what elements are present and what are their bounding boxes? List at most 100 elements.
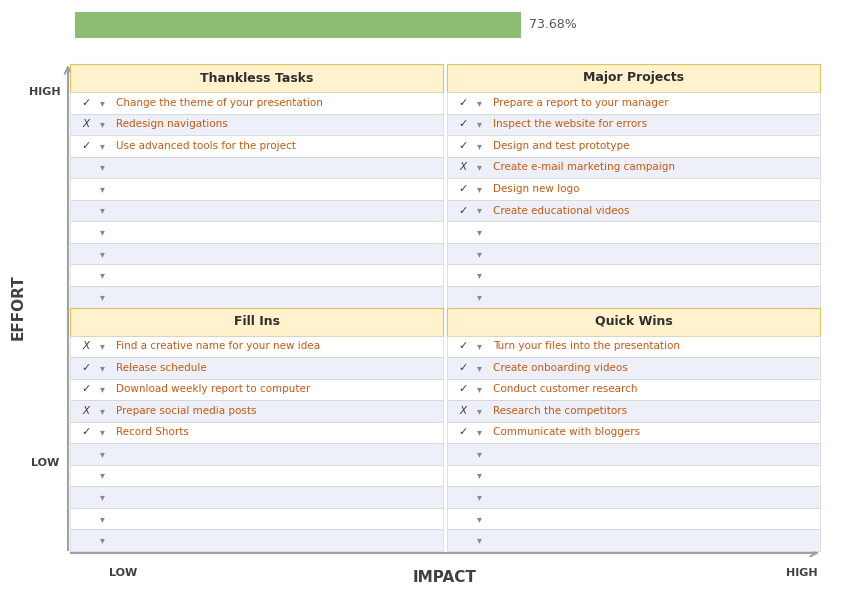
- Text: Create e-mail marketing campaign: Create e-mail marketing campaign: [493, 162, 675, 173]
- Text: ▾: ▾: [100, 227, 104, 237]
- Text: ▾: ▾: [100, 248, 104, 259]
- Bar: [447, 64, 820, 92]
- Text: ✓: ✓: [459, 428, 468, 438]
- Text: ▾: ▾: [476, 184, 481, 194]
- Text: ✓: ✓: [81, 363, 91, 373]
- Text: ✓: ✓: [459, 141, 468, 151]
- Text: ▾: ▾: [100, 428, 104, 438]
- Text: ✓: ✓: [81, 141, 91, 151]
- Bar: [70, 443, 443, 465]
- Text: ▾: ▾: [100, 119, 104, 129]
- Bar: [447, 530, 820, 551]
- Text: ▾: ▾: [100, 384, 104, 394]
- Text: ▾: ▾: [100, 98, 104, 108]
- Bar: [70, 357, 443, 378]
- Text: ▾: ▾: [476, 428, 481, 438]
- Bar: [70, 336, 443, 357]
- Bar: [447, 308, 820, 336]
- Bar: [70, 378, 443, 400]
- Text: Research the competitors: Research the competitors: [493, 406, 627, 416]
- Text: ▾: ▾: [476, 514, 481, 524]
- Text: ▾: ▾: [100, 162, 104, 173]
- Bar: [447, 221, 820, 243]
- Bar: [447, 486, 820, 508]
- Text: ▾: ▾: [476, 363, 481, 373]
- Text: X: X: [459, 406, 466, 416]
- Text: X: X: [82, 406, 90, 416]
- Text: ▾: ▾: [476, 292, 481, 302]
- Text: ▾: ▾: [100, 292, 104, 302]
- Text: Prepare a report to your manager: Prepare a report to your manager: [493, 98, 668, 108]
- Text: ▾: ▾: [100, 206, 104, 215]
- Text: Quick Wins: Quick Wins: [595, 315, 673, 328]
- Bar: [70, 286, 443, 308]
- Text: ▾: ▾: [476, 227, 481, 237]
- Bar: [70, 92, 443, 113]
- Bar: [447, 200, 820, 221]
- Text: Turn your files into the presentation: Turn your files into the presentation: [493, 342, 680, 351]
- Text: ✓: ✓: [81, 428, 91, 438]
- Text: Redesign navigations: Redesign navigations: [116, 119, 228, 129]
- Text: Inspect the website for errors: Inspect the website for errors: [493, 119, 647, 129]
- Text: ▾: ▾: [476, 471, 481, 480]
- Text: Download weekly report to computer: Download weekly report to computer: [116, 384, 310, 394]
- Text: Design new logo: Design new logo: [493, 184, 580, 194]
- Text: X: X: [82, 342, 90, 351]
- Bar: [447, 357, 820, 378]
- Text: ✓: ✓: [459, 363, 468, 373]
- Bar: [75, 12, 521, 38]
- Text: Thankless Tasks: Thankless Tasks: [200, 72, 313, 84]
- Text: Conduct customer research: Conduct customer research: [493, 384, 638, 394]
- Bar: [70, 465, 443, 486]
- Bar: [447, 508, 820, 530]
- Text: X: X: [82, 119, 90, 129]
- Bar: [70, 264, 443, 286]
- Text: ▾: ▾: [100, 535, 104, 545]
- Text: ▾: ▾: [100, 363, 104, 373]
- Text: IMPACT: IMPACT: [413, 570, 477, 585]
- Text: Create onboarding videos: Create onboarding videos: [493, 363, 628, 373]
- Bar: [447, 264, 820, 286]
- Bar: [447, 422, 820, 443]
- Text: ▾: ▾: [476, 535, 481, 545]
- Text: ▾: ▾: [476, 248, 481, 259]
- Bar: [447, 336, 820, 357]
- Bar: [70, 508, 443, 530]
- Bar: [70, 243, 443, 264]
- Bar: [447, 92, 820, 113]
- Text: Use advanced tools for the project: Use advanced tools for the project: [116, 141, 296, 151]
- Text: ▾: ▾: [100, 406, 104, 416]
- Text: ▾: ▾: [476, 206, 481, 215]
- Text: ▾: ▾: [100, 492, 104, 502]
- Text: Major Projects: Major Projects: [583, 72, 684, 84]
- Text: Prepare social media posts: Prepare social media posts: [116, 406, 256, 416]
- Text: HIGH: HIGH: [786, 568, 818, 578]
- Text: ✓: ✓: [81, 384, 91, 394]
- Bar: [447, 157, 820, 178]
- Text: LOW: LOW: [30, 458, 59, 468]
- Text: ✓: ✓: [459, 98, 468, 108]
- Bar: [70, 157, 443, 178]
- Text: ▾: ▾: [476, 406, 481, 416]
- Text: ▾: ▾: [476, 342, 481, 351]
- Text: ▾: ▾: [476, 119, 481, 129]
- Text: Design and test prototype: Design and test prototype: [493, 141, 629, 151]
- Text: Record Shorts: Record Shorts: [116, 428, 189, 438]
- Bar: [70, 221, 443, 243]
- Text: ▾: ▾: [476, 492, 481, 502]
- Bar: [70, 113, 443, 135]
- Bar: [447, 378, 820, 400]
- Text: ✓: ✓: [459, 206, 468, 215]
- Text: HIGH: HIGH: [30, 87, 61, 97]
- Text: ✓: ✓: [459, 384, 468, 394]
- Text: ▾: ▾: [100, 184, 104, 194]
- Text: Communicate with bloggers: Communicate with bloggers: [493, 428, 640, 438]
- Bar: [447, 400, 820, 422]
- Bar: [70, 486, 443, 508]
- Text: ▾: ▾: [476, 98, 481, 108]
- Text: ▾: ▾: [476, 162, 481, 173]
- Text: LOW: LOW: [109, 568, 137, 578]
- Bar: [447, 286, 820, 308]
- Text: Find a creative name for your new idea: Find a creative name for your new idea: [116, 342, 320, 351]
- Text: ▾: ▾: [100, 514, 104, 524]
